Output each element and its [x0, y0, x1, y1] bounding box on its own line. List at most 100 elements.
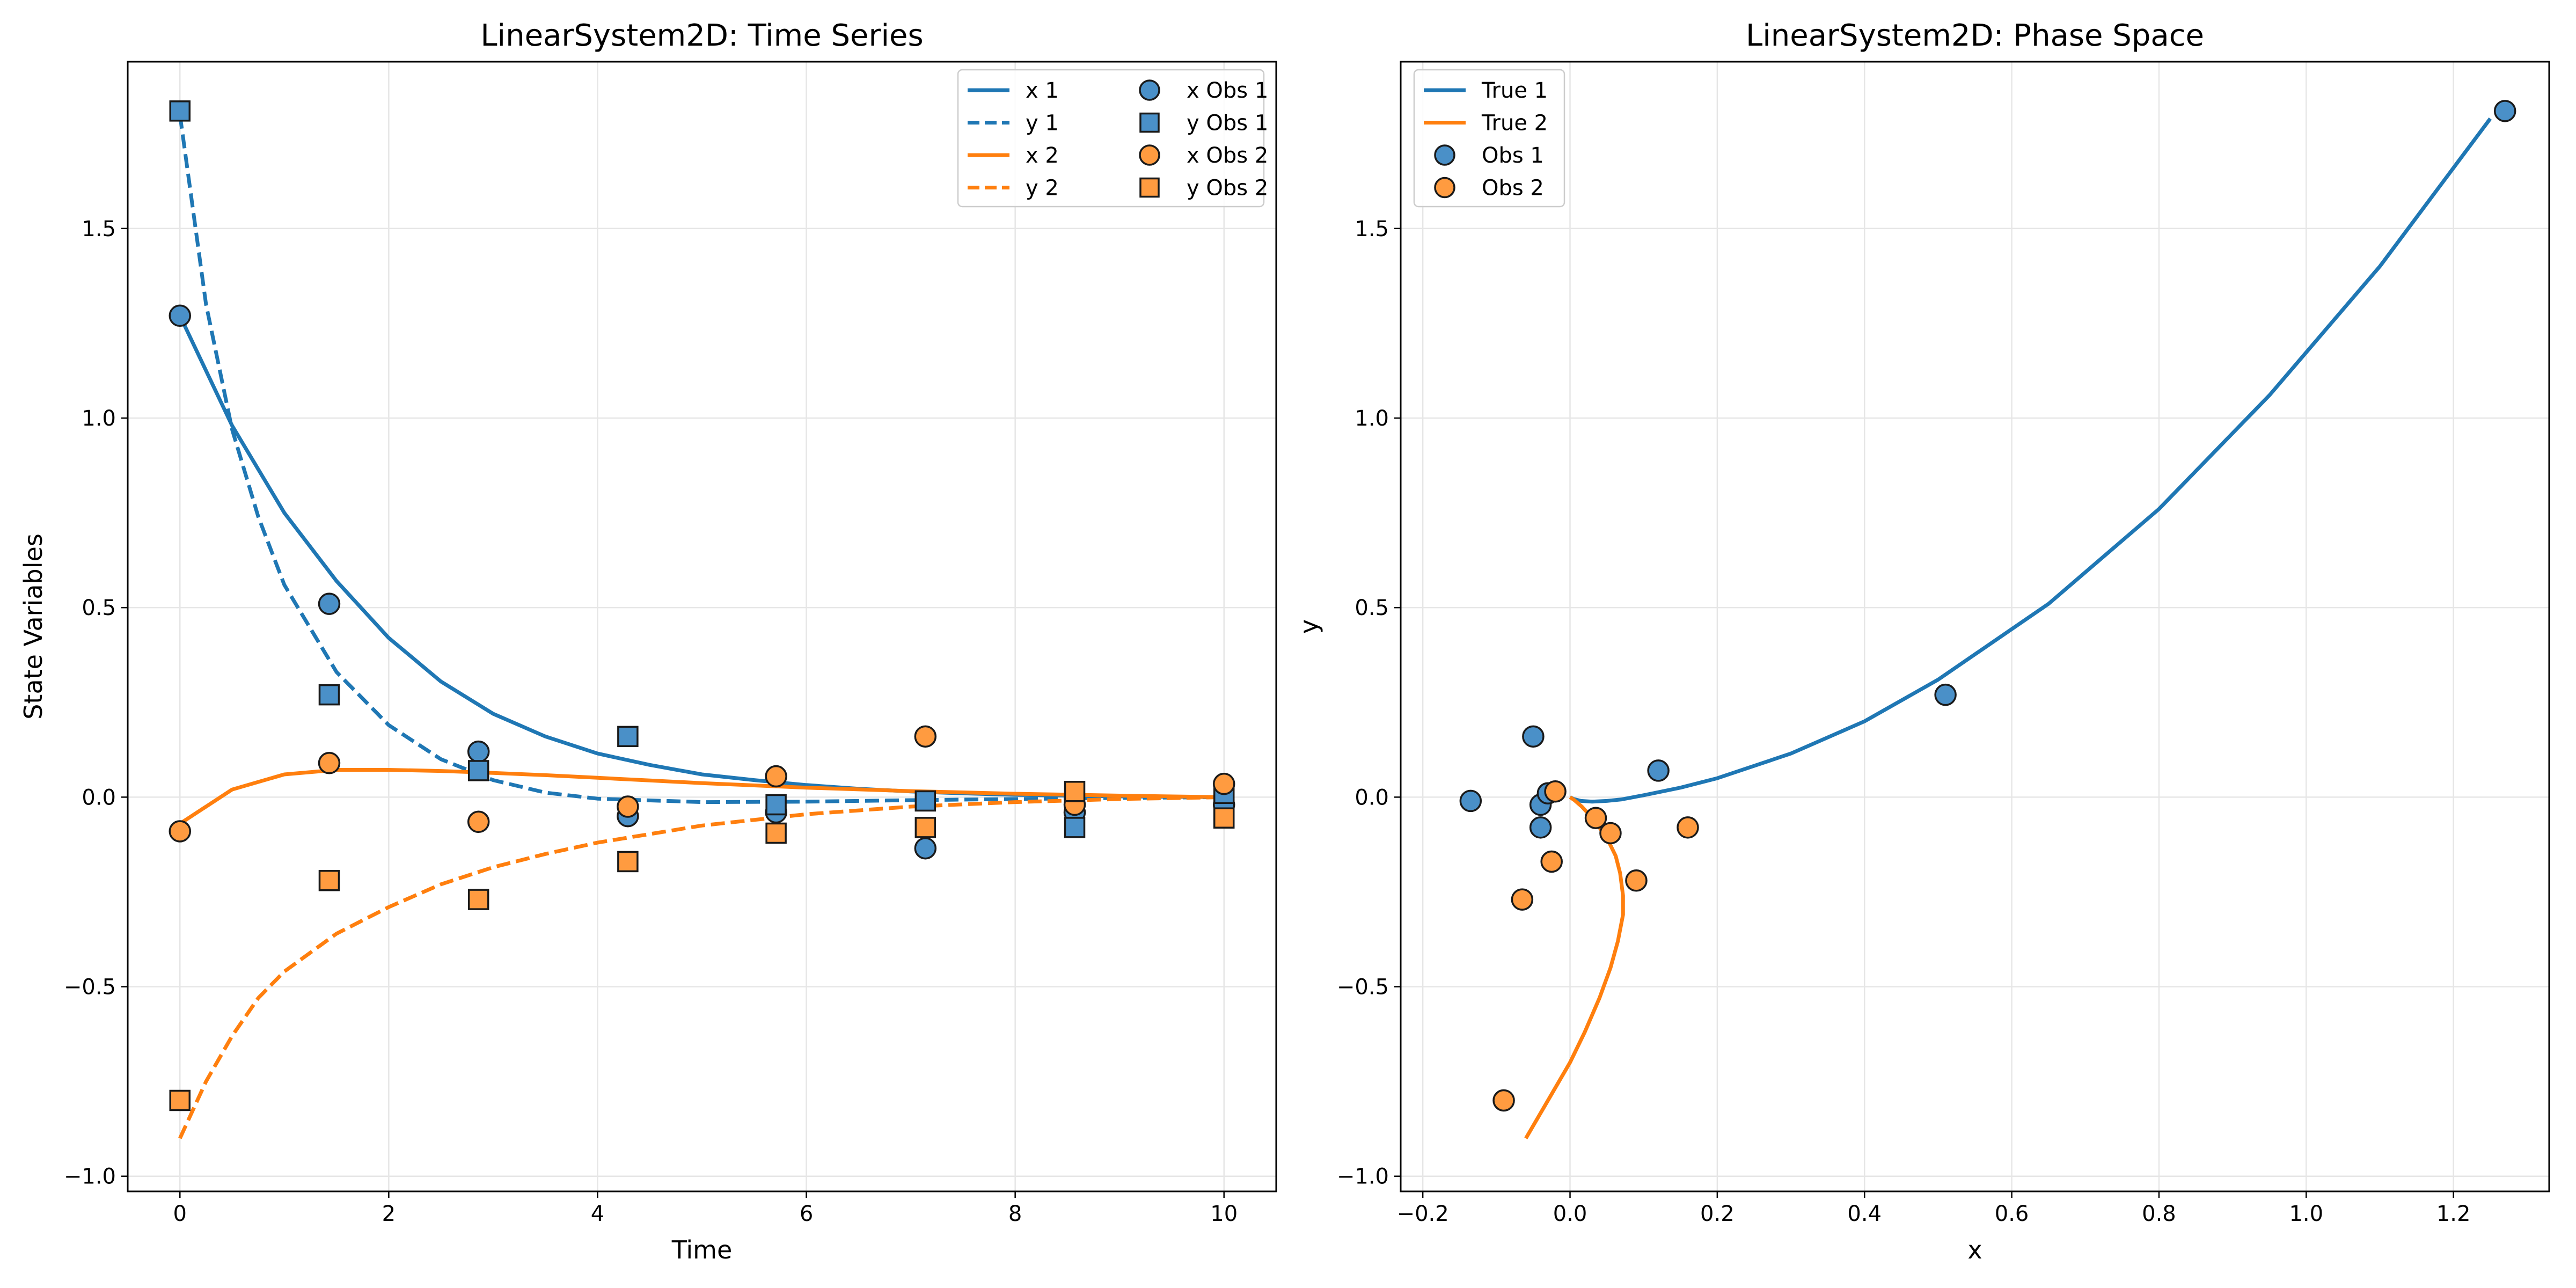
data-point-circle [2493, 100, 2516, 122]
legend-box [1413, 69, 1565, 208]
data-point-circle [765, 765, 787, 788]
legend: x 1 y 1 x 2 y 2 x Obs 1 y Obs 1 x Obs 2 y Obs 2 [957, 69, 1268, 208]
data-point-circle [1934, 683, 1957, 706]
x-tick-label: 0.8 [2142, 1202, 2176, 1226]
legend-swatch-circle [1139, 79, 1160, 101]
data-point-circle [1511, 888, 1534, 911]
data-point-circle [914, 725, 937, 748]
series-line-2 [178, 114, 1224, 804]
y-tick-label: 1.0 [82, 406, 116, 431]
data-point-circle [1522, 725, 1545, 748]
data-point-square [914, 790, 936, 812]
x-tick-label: 0 [173, 1202, 187, 1226]
data-point-square [1064, 817, 1086, 838]
legend-label: y 1 [1026, 111, 1059, 136]
legend-swatch-square [1139, 177, 1160, 198]
x-tick-label: −0.2 [1397, 1202, 1449, 1226]
data-point-circle [617, 795, 639, 818]
data-point-circle [1677, 816, 1699, 839]
y-tick-label: −1.0 [1337, 1165, 1389, 1189]
data-point-circle [1625, 869, 1648, 892]
x-tick-label: 8 [1008, 1202, 1022, 1226]
data-point-square [318, 684, 340, 706]
x-tick-label: 1.2 [2436, 1202, 2471, 1226]
x-tick-label: 0.4 [1847, 1202, 1882, 1226]
axes-frame [127, 61, 1277, 1192]
x-axis-label: Time [671, 1235, 733, 1264]
data-point-circle [1459, 789, 1482, 813]
plot-area [169, 100, 1235, 1139]
y-axis-label: y [1294, 619, 1323, 634]
y-tick-label: 1.5 [82, 217, 116, 241]
legend-label: x 1 [1026, 78, 1059, 103]
legend-label: y Obs 2 [1187, 176, 1268, 201]
y-tick-label: −0.5 [64, 975, 116, 1000]
data-point-circle [1544, 780, 1567, 803]
y-tick-label: −1.0 [64, 1165, 116, 1189]
data-point-circle [169, 820, 192, 843]
data-point-circle [1599, 822, 1622, 845]
series-line-4 [178, 795, 1224, 1139]
legend-label: True 1 [1481, 78, 1548, 103]
data-point-circle [1212, 772, 1235, 795]
legend-swatch-circle [1434, 177, 1455, 199]
data-point-circle [169, 304, 192, 327]
legend-box [957, 69, 1265, 208]
x-tick-label: 1.0 [2289, 1202, 2323, 1226]
x-tick-label: 0.0 [1553, 1202, 1587, 1226]
data-point-square [1213, 807, 1235, 829]
y-tick-label: −0.5 [1337, 975, 1389, 1000]
data-point-circle [1529, 816, 1552, 839]
y-tick-label: 0.5 [82, 596, 116, 620]
chart-title: LinearSystem2D: Time Series [480, 18, 923, 53]
data-point-square [467, 760, 489, 781]
chart-panel-1: 0 2 4 6 8 10 −1.0 −0.5 0.0 0.5 1.0 1.5 LinearSystem2… [19, 18, 1277, 1264]
legend-label: Obs 1 [1482, 143, 1544, 168]
chart-title: LinearSystem2D: Phase Space [1746, 18, 2204, 53]
y-tick-label: 0.0 [1355, 785, 1389, 810]
chart-panel-2: −0.2 0.0 0.2 0.4 0.6 0.8 1.0 1.2 −1.0 −0.5 0.0 0.5 1… [1294, 18, 2550, 1264]
data-point-square [169, 100, 191, 122]
data-point-square [1064, 781, 1086, 802]
data-point-square [169, 1089, 191, 1111]
x-tick-label: 10 [1210, 1202, 1238, 1226]
data-point-circle [318, 592, 341, 615]
data-point-square [617, 851, 639, 873]
legend-label: x Obs 2 [1187, 143, 1268, 168]
data-point-circle [1540, 850, 1563, 873]
legend: True 1 True 2 Obs 1 Obs 2 [1413, 69, 1565, 208]
plot-area [1459, 100, 2516, 1139]
legend-label: x Obs 1 [1187, 78, 1268, 103]
y-tick-label: 0.5 [1355, 596, 1389, 620]
legend-swatch-circle [1434, 144, 1455, 166]
data-point-circle [1647, 759, 1670, 782]
data-point-circle [1492, 1089, 1515, 1112]
legend-swatch-circle [1139, 144, 1160, 166]
data-point-circle [914, 837, 937, 860]
legend-swatch-square [1139, 112, 1160, 133]
y-axis-label: State Variables [19, 533, 48, 720]
data-point-square [765, 822, 787, 844]
data-point-circle [318, 752, 341, 774]
data-point-square [914, 817, 936, 838]
legend-label: y 2 [1026, 176, 1059, 201]
data-point-square [617, 726, 639, 748]
series-line-1 [1569, 117, 2492, 804]
data-point-circle [467, 740, 490, 763]
series-line-3 [179, 768, 1224, 825]
y-tick-label: 1.5 [1355, 217, 1389, 241]
y-tick-label: 0.0 [82, 785, 116, 810]
x-tick-label: 6 [800, 1202, 813, 1226]
data-point-square [318, 870, 340, 891]
legend-label: x 2 [1026, 143, 1059, 168]
y-tick-label: 1.0 [1355, 406, 1389, 431]
data-point-circle [467, 810, 490, 833]
x-axis-label: x [1967, 1235, 1982, 1264]
x-tick-label: 2 [382, 1202, 396, 1226]
x-tick-label: 4 [591, 1202, 604, 1226]
x-tick-label: 0.6 [1995, 1202, 2029, 1226]
axes-frame [1400, 61, 2550, 1192]
data-point-circle [1584, 807, 1607, 829]
